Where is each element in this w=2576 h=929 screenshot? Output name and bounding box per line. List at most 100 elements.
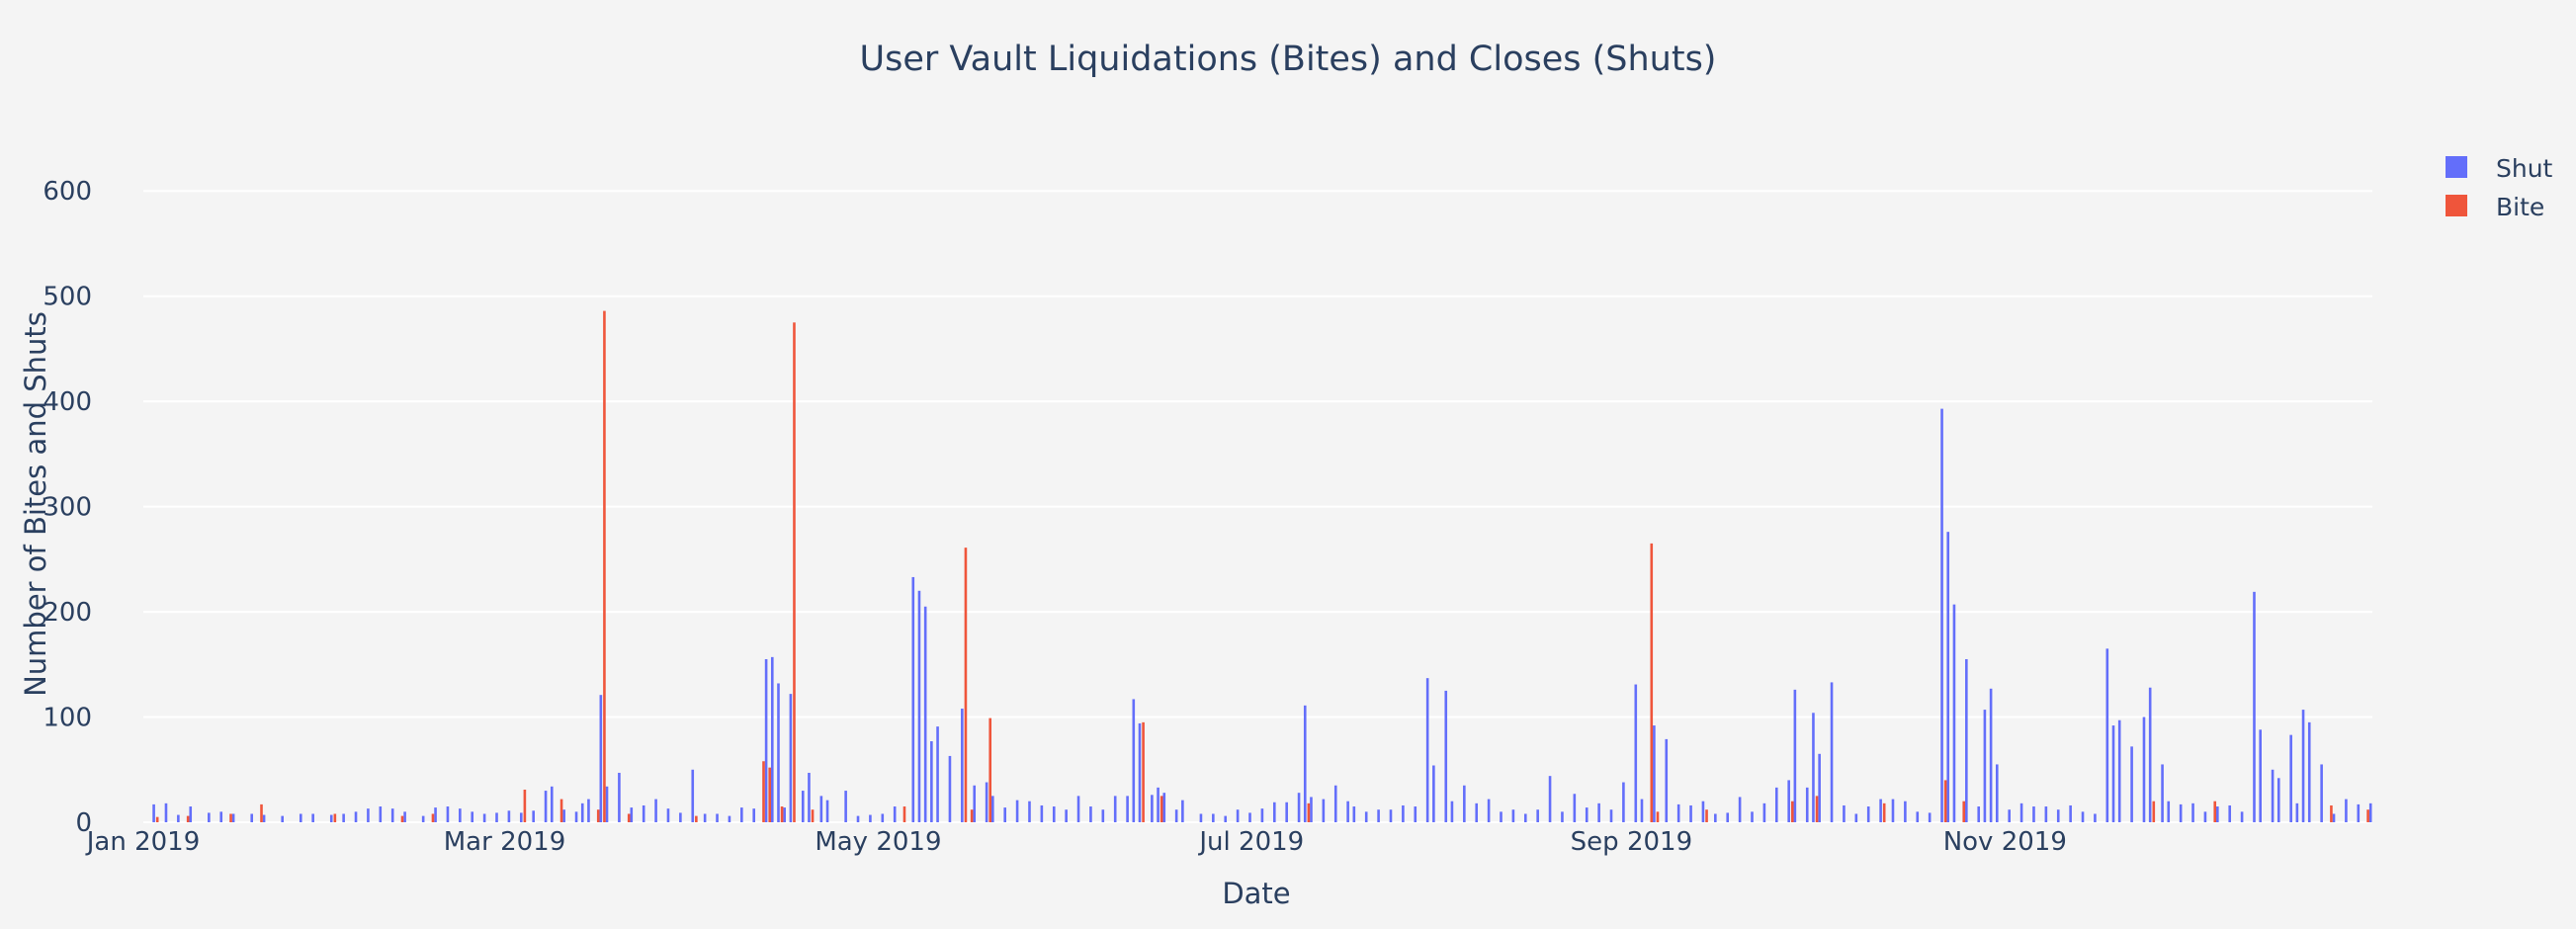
legend-item-shut[interactable]: Shut bbox=[2446, 154, 2553, 183]
shut-bar[interactable] bbox=[2008, 809, 2011, 822]
shut-bar[interactable] bbox=[2081, 811, 2085, 822]
shut-bar[interactable] bbox=[1377, 809, 1380, 822]
shut-bar[interactable] bbox=[844, 791, 847, 822]
shut-bar[interactable] bbox=[630, 807, 634, 822]
bite-bar[interactable] bbox=[400, 815, 404, 822]
shut-bar[interactable] bbox=[1989, 688, 1993, 822]
shut-bar[interactable] bbox=[2271, 769, 2275, 822]
shut-bar[interactable] bbox=[2191, 802, 2194, 822]
shut-bar[interactable] bbox=[2056, 809, 2060, 822]
shut-bar[interactable] bbox=[574, 811, 578, 822]
shut-bar[interactable] bbox=[948, 755, 952, 822]
shut-bar[interactable] bbox=[1333, 785, 1337, 822]
bite-bar[interactable] bbox=[1790, 801, 1794, 822]
shut-bar[interactable] bbox=[1843, 804, 1846, 822]
shut-bar[interactable] bbox=[1260, 808, 1264, 822]
shut-bar[interactable] bbox=[1015, 800, 1019, 822]
shut-bar[interactable] bbox=[1805, 787, 1809, 822]
shut-bar[interactable] bbox=[2301, 710, 2305, 822]
bite-bar[interactable] bbox=[811, 809, 815, 822]
shut-bar[interactable] bbox=[1028, 801, 1031, 822]
shut-bar[interactable] bbox=[1977, 806, 1981, 822]
shut-bar[interactable] bbox=[599, 695, 603, 822]
shut-bar[interactable] bbox=[403, 811, 406, 822]
shut-bar[interactable] bbox=[1132, 699, 1136, 822]
shut-bar[interactable] bbox=[2019, 802, 2023, 822]
shut-bar[interactable] bbox=[262, 814, 266, 822]
shut-bar[interactable] bbox=[1573, 794, 1577, 822]
shut-bar[interactable] bbox=[1181, 800, 1184, 822]
shut-bar[interactable] bbox=[1812, 713, 1815, 822]
shut-bar[interactable] bbox=[2044, 806, 2048, 822]
bite-bar[interactable] bbox=[988, 718, 992, 822]
bite-bar[interactable] bbox=[768, 767, 771, 822]
shut-bar[interactable] bbox=[1414, 806, 1417, 822]
bite-bar[interactable] bbox=[523, 790, 527, 822]
shut-bar[interactable] bbox=[390, 808, 394, 822]
shut-bar[interactable] bbox=[2289, 734, 2292, 822]
shut-bar[interactable] bbox=[2032, 806, 2035, 822]
shut-bar[interactable] bbox=[544, 791, 548, 822]
shut-bar[interactable] bbox=[1346, 801, 1349, 822]
shut-bar[interactable] bbox=[1444, 690, 1448, 822]
shut-bar[interactable] bbox=[1076, 796, 1080, 822]
shut-bar[interactable] bbox=[482, 813, 486, 822]
shut-bar[interactable] bbox=[1212, 813, 1215, 822]
legend-item-bite[interactable]: Bite bbox=[2446, 193, 2544, 221]
shut-bar[interactable] bbox=[519, 812, 523, 822]
bite-bar[interactable] bbox=[2330, 804, 2333, 822]
shut-bar[interactable] bbox=[1965, 658, 1968, 822]
bite-bar[interactable] bbox=[627, 813, 631, 822]
shut-bar[interactable] bbox=[973, 785, 977, 822]
shut-bar[interactable] bbox=[923, 606, 927, 822]
bite-bar[interactable] bbox=[186, 815, 190, 822]
shut-bar[interactable] bbox=[2368, 802, 2372, 822]
bite-bar[interactable] bbox=[603, 310, 606, 823]
shut-bar[interactable] bbox=[930, 741, 933, 822]
shut-bar[interactable] bbox=[1523, 813, 1527, 822]
shut-bar[interactable] bbox=[2111, 725, 2115, 822]
shut-bar[interactable] bbox=[329, 814, 333, 822]
shut-bar[interactable] bbox=[231, 813, 235, 822]
bite-bar[interactable] bbox=[2366, 809, 2369, 822]
shut-bar[interactable] bbox=[1904, 801, 1907, 822]
shut-bar[interactable] bbox=[728, 815, 731, 822]
shut-bar[interactable] bbox=[2167, 801, 2171, 822]
shut-bar[interactable] bbox=[550, 786, 554, 822]
shut-bar[interactable] bbox=[1475, 802, 1479, 822]
bite-bar[interactable] bbox=[695, 815, 698, 822]
shut-bar[interactable] bbox=[189, 806, 193, 822]
shut-bar[interactable] bbox=[2357, 803, 2361, 822]
shut-bar[interactable] bbox=[2332, 813, 2336, 822]
shut-bar[interactable] bbox=[164, 802, 168, 822]
shut-bar[interactable] bbox=[1762, 802, 1766, 822]
shut-bar[interactable] bbox=[789, 694, 793, 822]
shut-bar[interactable] bbox=[1285, 802, 1288, 822]
shut-bar[interactable] bbox=[532, 810, 535, 822]
shut-bar[interactable] bbox=[2105, 648, 2109, 822]
bite-bar[interactable] bbox=[333, 813, 337, 822]
shut-bar[interactable] bbox=[1303, 705, 1307, 822]
shut-bar[interactable] bbox=[2253, 591, 2256, 822]
shut-bar[interactable] bbox=[1389, 809, 1393, 822]
bite-bar[interactable] bbox=[970, 809, 974, 822]
shut-bar[interactable] bbox=[1157, 787, 1159, 822]
shut-bar[interactable] bbox=[618, 772, 621, 822]
shut-bar[interactable] bbox=[1272, 802, 1276, 822]
shut-bar[interactable] bbox=[434, 807, 437, 822]
shut-bar[interactable] bbox=[819, 796, 823, 822]
shut-bar[interactable] bbox=[1793, 689, 1797, 822]
shut-bar[interactable] bbox=[2295, 802, 2299, 822]
shut-bar[interactable] bbox=[869, 814, 872, 822]
shut-bar[interactable] bbox=[881, 813, 885, 822]
bite-bar[interactable] bbox=[1882, 802, 1886, 822]
shut-bar[interactable] bbox=[2259, 729, 2262, 822]
bite-bar[interactable] bbox=[1705, 809, 1708, 822]
shut-bar[interactable] bbox=[679, 812, 682, 822]
shut-bar[interactable] bbox=[1751, 811, 1754, 822]
shut-bar[interactable] bbox=[1952, 604, 1956, 822]
bite-bar[interactable] bbox=[2152, 801, 2156, 822]
shut-bar[interactable] bbox=[2240, 811, 2244, 822]
shut-bar[interactable] bbox=[1224, 815, 1228, 822]
shut-bar[interactable] bbox=[1138, 722, 1142, 822]
